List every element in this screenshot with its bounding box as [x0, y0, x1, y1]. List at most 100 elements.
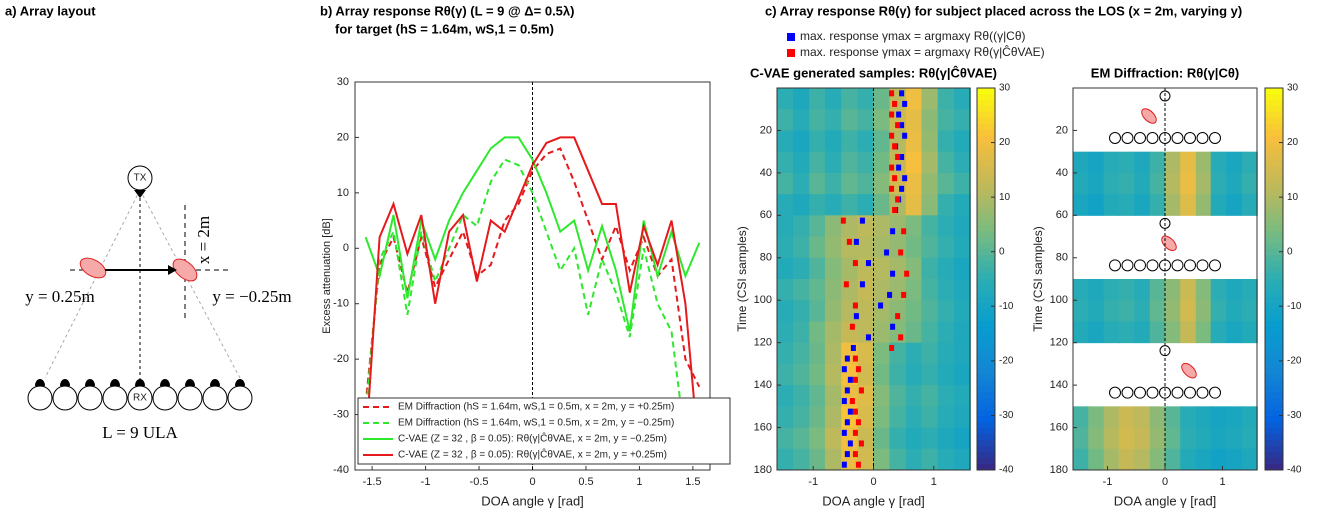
heat-cell — [1164, 427, 1181, 450]
heat-cell — [776, 427, 794, 450]
y-tick-label: 40 — [1056, 167, 1068, 179]
max-marker — [887, 291, 893, 298]
heat-cell — [841, 194, 859, 216]
y-axis-label: Excess attenuation [dB] — [321, 218, 333, 334]
x-tick-label: 1 — [931, 476, 937, 488]
heat-cell — [1103, 300, 1120, 322]
max-marker — [853, 238, 859, 245]
inset-rx — [1196, 132, 1209, 144]
max-marker — [890, 270, 896, 277]
heat-cell — [1149, 321, 1166, 344]
heat-cell — [1210, 194, 1227, 216]
heat-cell — [921, 194, 939, 216]
heat-cell — [1195, 151, 1212, 174]
colorbar-step — [1265, 356, 1283, 364]
heat-cell — [937, 363, 955, 386]
y-tick-label: 20 — [1056, 124, 1068, 136]
legend-box — [357, 397, 731, 465]
heat-cell — [792, 279, 810, 301]
colorbar-step — [977, 105, 995, 113]
max-marker — [889, 90, 895, 97]
heat-cell — [792, 130, 810, 153]
colorbar-step — [977, 422, 995, 429]
colorbar-step — [977, 428, 995, 435]
inset-rx — [1134, 259, 1146, 272]
colorbar-step — [1265, 159, 1283, 167]
rx-element — [52, 385, 78, 411]
colorbar-step — [977, 273, 995, 280]
colorbar-label: -20 — [1287, 355, 1302, 366]
heat-cell — [1164, 448, 1181, 471]
y-axis-label: Time (CSI samples) — [735, 226, 749, 332]
heat-cell — [841, 279, 859, 301]
y-tick-label: 100 — [1050, 294, 1068, 306]
heat-cell — [1134, 321, 1151, 344]
inset-rx — [1171, 132, 1184, 144]
chart-subtitle: C-VAE generated samples: Rθ(γ|ĈθVAE) — [750, 65, 997, 80]
heat-cell — [792, 342, 810, 365]
heat-cell — [905, 448, 923, 471]
chart-subtitle: for target (hS = 1.64m, wS,1 = 0.5m) — [335, 21, 554, 36]
heat-cell — [954, 257, 971, 280]
rx-element — [227, 385, 253, 411]
heat-cell — [809, 300, 827, 322]
heat-cell — [937, 300, 955, 322]
heat-cell — [1164, 194, 1181, 216]
heat-cell — [1088, 406, 1105, 429]
subject — [79, 257, 107, 279]
max-marker — [846, 238, 852, 245]
colorbar-step — [1265, 386, 1283, 393]
max-marker — [841, 398, 847, 405]
y-tick-label: -40 — [333, 464, 349, 476]
colorbar-step — [1265, 452, 1283, 459]
heat-cell — [954, 448, 971, 471]
max-marker — [847, 376, 853, 383]
colorbar-step — [1265, 153, 1283, 161]
colorbar-step — [1265, 183, 1283, 190]
colorbar-step — [1265, 195, 1283, 202]
colorbar-step — [1265, 255, 1283, 262]
heat-cell — [792, 406, 810, 429]
colorbar-step — [977, 129, 995, 137]
inset-subject — [1141, 108, 1157, 124]
colorbar-step — [977, 111, 995, 119]
colorbar-step — [977, 153, 995, 161]
legend-swatch — [787, 33, 795, 41]
x-tick-label: -1 — [421, 476, 431, 488]
heat-cell — [1241, 172, 1258, 195]
heat-cell — [1180, 406, 1197, 429]
x-tick-label: 1 — [636, 476, 642, 488]
heat-cell — [1072, 406, 1089, 429]
colorbar-step — [1265, 177, 1283, 184]
heat-cell — [1195, 279, 1212, 301]
heat-cell — [1180, 279, 1197, 301]
y-tick-label: 60 — [760, 209, 772, 221]
colorbar-step — [977, 392, 995, 399]
heat-cell — [857, 300, 875, 322]
colorbar-step — [1265, 207, 1283, 214]
colorbar-step — [1265, 147, 1283, 155]
heat-cell — [937, 427, 955, 450]
heat-cell — [776, 130, 794, 153]
heat-cell — [921, 300, 939, 322]
max-marker — [844, 451, 850, 458]
heat-cell — [937, 130, 955, 153]
heat-cell — [857, 236, 875, 259]
y-left: y = 0.25m — [25, 287, 95, 306]
heat-cell — [921, 236, 939, 259]
colorbar-step — [1265, 308, 1283, 316]
colorbar-step — [1265, 314, 1283, 322]
colorbar-step — [977, 398, 995, 405]
colorbar-step — [1265, 93, 1283, 101]
max-marker — [855, 461, 861, 468]
heat-cell — [905, 385, 923, 407]
colorbar-label: 20 — [1287, 137, 1299, 148]
heat-cell — [824, 109, 842, 131]
max-marker — [844, 387, 850, 394]
max-marker — [895, 153, 901, 160]
colorbar-step — [977, 147, 995, 155]
heat-cell — [776, 385, 794, 407]
max-marker — [850, 344, 856, 351]
y-tick-label: -20 — [333, 353, 349, 365]
heat-cell — [824, 363, 842, 386]
